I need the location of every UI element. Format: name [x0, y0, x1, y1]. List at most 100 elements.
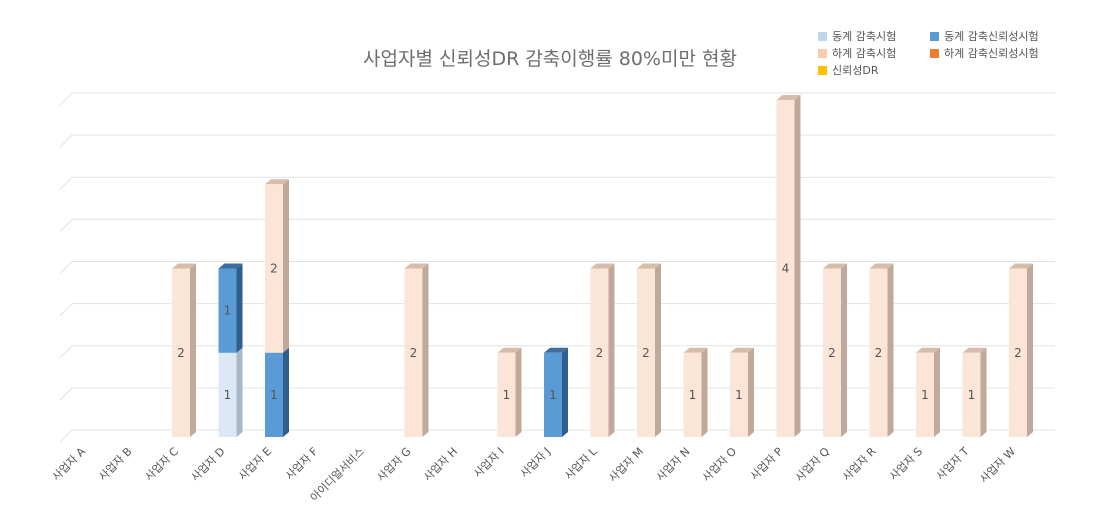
bar-사업자 D-동계 감축신뢰성시험: 1 — [218, 263, 243, 353]
bar-top — [218, 263, 243, 269]
data-label: 2 — [270, 262, 278, 276]
legend-item-summer-reliability-test: 하계 감축신뢰성시험 — [930, 47, 1039, 61]
data-label: 1 — [224, 304, 232, 318]
bar-top — [497, 347, 522, 353]
bar-top — [404, 263, 429, 269]
x-tick-label: 사업자 E — [236, 445, 274, 483]
data-label: 2 — [410, 346, 418, 360]
gridline — [59, 261, 1055, 274]
gridline — [59, 92, 1055, 106]
bar — [869, 268, 888, 437]
bar — [404, 268, 423, 437]
bar-side — [236, 263, 243, 353]
legend-item-summer-test: 하계 감축시험 — [818, 47, 896, 61]
bar-top — [544, 347, 568, 353]
data-label: 1 — [270, 388, 278, 402]
bar — [637, 268, 655, 437]
gridline — [59, 303, 1055, 316]
bar — [265, 352, 283, 437]
bar-top — [172, 263, 196, 269]
data-label: 2 — [1014, 346, 1022, 360]
bar-사업자 I-하계 감축시험: 1 — [497, 347, 522, 437]
legend-label: 하계 감축신뢰성시험 — [944, 47, 1039, 60]
x-tick-label: 사업자 M — [606, 445, 646, 485]
bar-top — [590, 263, 615, 269]
bar-사업자 Q-하계 감축시험: 2 — [823, 263, 847, 437]
x-tick-label: 사업자 F — [283, 445, 321, 483]
bar — [1009, 268, 1027, 437]
legend-swatch — [930, 32, 939, 41]
legend-item-winter-reliability-test: 동계 감축신뢰성시험 — [930, 30, 1039, 44]
data-label: 1 — [689, 388, 697, 402]
x-tick-label: 사업자 Q — [793, 445, 832, 484]
x-tick-label: 사업자 G — [374, 445, 413, 484]
bar-사업자 O-하계 감축시험: 1 — [730, 347, 754, 437]
bar-side — [841, 263, 847, 437]
x-tick-label: 사업자 C — [143, 445, 182, 484]
bar-side — [794, 95, 801, 437]
legend-label: 동계 감축시험 — [832, 30, 897, 43]
bar — [683, 352, 702, 437]
bar-사업자 C-하계 감축시험: 2 — [172, 263, 196, 437]
bar — [265, 184, 283, 353]
bar-사업자 N-하계 감축시험: 1 — [683, 347, 708, 437]
bar-side — [887, 263, 894, 437]
data-label: 1 — [968, 388, 976, 402]
bar-side — [934, 347, 940, 437]
bar-사업자 D-동계 감축시험: 1 — [218, 347, 243, 437]
x-tick-label: 사업자 N — [654, 445, 693, 484]
legend-item-reliability-dr: 신뢰성DR — [818, 64, 878, 78]
bar-사업자 J-동계 감축신뢰성시험: 1 — [544, 347, 568, 437]
bar-side — [422, 263, 429, 437]
bar-side — [1027, 263, 1033, 437]
bar-side — [980, 347, 987, 437]
bar-top — [683, 347, 708, 353]
data-label: 1 — [549, 388, 557, 402]
bar-사업자 M-하계 감축시험: 2 — [637, 263, 661, 437]
x-tick-label: 사업자 T — [934, 445, 972, 483]
gridline — [59, 429, 1055, 443]
data-label: 2 — [642, 346, 650, 360]
legend-swatch — [930, 49, 939, 58]
legend-item-winter-test: 동계 감축시험 — [818, 30, 896, 44]
bar-side — [236, 347, 243, 437]
bar — [916, 352, 934, 437]
bar-top — [730, 347, 754, 353]
bar-top — [637, 263, 661, 269]
bar-사업자 E-동계 감축신뢰성시험: 1 — [265, 347, 289, 437]
bar-top — [962, 347, 987, 353]
bar-top — [869, 263, 894, 269]
bar-side — [748, 347, 754, 437]
x-tick-label: 사업자 H — [421, 445, 460, 484]
bar — [823, 268, 841, 437]
bar-side — [190, 263, 196, 437]
bar-사업자 T-하계 감축시험: 1 — [962, 347, 987, 437]
gridline — [59, 218, 1055, 232]
gridlines — [59, 92, 1055, 443]
bar-사업자 W-하계 감축시험: 2 — [1009, 263, 1033, 437]
data-label: 1 — [503, 388, 511, 402]
x-tick-label: 사업자 A — [50, 445, 89, 484]
x-tick-label: 사업자 I — [471, 445, 506, 480]
bar — [544, 352, 562, 437]
gridline — [59, 345, 1055, 359]
gridline — [59, 134, 1055, 148]
bar-사업자 S-하계 감축시험: 1 — [916, 347, 940, 437]
bar-side — [608, 263, 615, 437]
bars: 2 1 1 1 2 2 1 1 2 2 1 1 4 2 2 1 1 2 — [172, 95, 1033, 437]
bar-사업자 R-하계 감축시험: 2 — [869, 263, 894, 437]
bar-side — [701, 347, 708, 437]
data-label: 1 — [735, 388, 743, 402]
data-label: 2 — [828, 346, 836, 360]
data-label: 1 — [921, 388, 929, 402]
bar — [218, 268, 237, 353]
gridline — [59, 176, 1055, 190]
bar-side — [283, 179, 289, 353]
bar-top — [823, 263, 847, 269]
data-label: 2 — [177, 346, 185, 360]
legend-label: 신뢰성DR — [832, 64, 879, 77]
x-tick-label: 사업자 S — [887, 445, 925, 483]
x-tick-label: 사업자 R — [840, 445, 879, 484]
legend-swatch — [818, 32, 827, 41]
